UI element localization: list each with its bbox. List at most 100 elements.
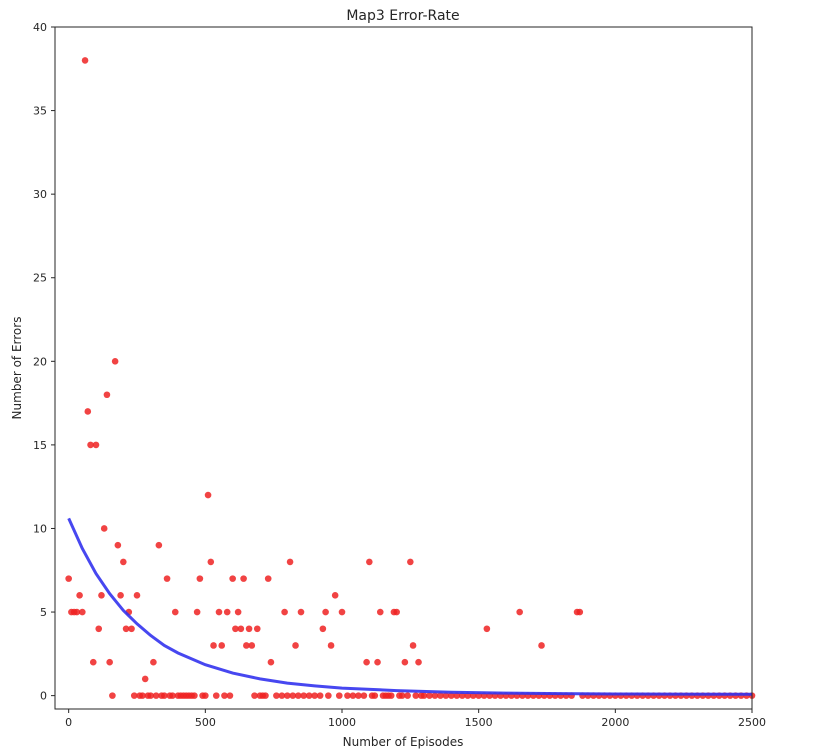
data-point: [376, 608, 384, 616]
data-point: [79, 608, 86, 616]
y-tick-label: 0: [40, 690, 47, 703]
data-point: [139, 692, 146, 699]
data-point: [152, 692, 160, 699]
fit-curve-layer: [67, 517, 753, 696]
data-point: [100, 525, 108, 532]
data-point: [133, 592, 141, 599]
data-point: [294, 692, 302, 699]
data-point: [412, 692, 420, 699]
data-point: [415, 658, 422, 666]
data-point: [344, 692, 351, 699]
data-point: [319, 625, 327, 633]
data-point: [218, 642, 226, 649]
data-point: [355, 692, 362, 699]
data-point: [245, 625, 253, 633]
data-point: [221, 692, 228, 699]
data-point: [117, 592, 124, 599]
y-tick-label: 5: [40, 606, 47, 619]
data-point: [363, 658, 370, 666]
data-point: [409, 642, 417, 649]
data-point: [122, 625, 130, 633]
data-point: [163, 575, 171, 582]
data-point: [95, 625, 103, 633]
x-ticks: 0 500 1000 1500 2000 2500: [65, 709, 766, 729]
data-point: [106, 658, 113, 666]
data-point: [426, 692, 433, 699]
x-tick-label: 1500: [465, 716, 493, 729]
data-point: [223, 608, 231, 616]
x-axis-label: Number of Episodes: [343, 735, 464, 749]
x-tick-label: 2500: [738, 716, 766, 729]
data-point: [335, 692, 343, 699]
data-point: [202, 692, 209, 699]
data-point: [128, 625, 135, 633]
scatter-points: [65, 57, 756, 699]
data-point: [398, 692, 406, 699]
data-point: [191, 692, 198, 699]
data-point: [483, 625, 491, 633]
data-point: [374, 658, 381, 666]
data-point: [289, 692, 297, 699]
data-point: [366, 558, 373, 566]
data-point: [331, 592, 339, 599]
data-point: [431, 692, 439, 699]
x-tick-label: 2000: [601, 716, 629, 729]
data-point: [327, 642, 335, 649]
data-point: [297, 608, 305, 616]
data-point: [240, 575, 247, 582]
data-point: [109, 692, 116, 699]
x-tick-label: 0: [65, 716, 72, 729]
data-point: [281, 608, 288, 616]
data-point: [538, 642, 545, 649]
data-point: [251, 692, 258, 699]
fit-curve: [67, 517, 753, 696]
data-point: [207, 558, 215, 566]
y-tick-label: 15: [33, 439, 47, 452]
y-tick-label: 25: [33, 272, 47, 285]
data-point: [420, 692, 428, 699]
data-point: [349, 692, 357, 699]
data-point: [264, 575, 272, 582]
data-point: [204, 491, 212, 499]
data-point: [442, 692, 450, 699]
y-tick-label: 35: [33, 105, 47, 118]
data-point: [516, 608, 523, 616]
y-tick-label: 40: [33, 21, 47, 34]
data-point: [212, 692, 220, 699]
chart-title: Map3 Error-Rate: [346, 8, 459, 24]
data-point: [305, 692, 313, 699]
data-point: [193, 608, 201, 616]
plot-frame: [54, 26, 753, 710]
data-point: [448, 692, 455, 699]
data-point: [248, 642, 256, 649]
data-point: [210, 642, 217, 649]
data-point: [338, 608, 346, 616]
data-point: [150, 658, 157, 666]
data-point: [76, 592, 83, 599]
data-point: [234, 608, 242, 616]
data-point: [196, 575, 204, 582]
data-point: [311, 692, 318, 699]
data-point: [278, 692, 286, 699]
data-point: [161, 692, 168, 699]
data-point: [229, 575, 236, 582]
data-point: [130, 692, 138, 699]
data-point: [169, 692, 176, 699]
data-point: [111, 358, 119, 365]
data-point: [453, 692, 461, 699]
data-point: [84, 408, 92, 415]
data-point: [407, 558, 414, 566]
data-point: [322, 608, 329, 616]
data-point: [387, 692, 395, 699]
data-point: [393, 608, 400, 616]
data-point: [237, 625, 245, 633]
data-point: [147, 692, 154, 699]
y-ticks: 0 5 10 15 20 25 30 35 40: [33, 21, 55, 703]
data-point: [215, 608, 223, 616]
data-point: [155, 541, 163, 549]
data-point: [273, 692, 280, 699]
data-point: [120, 558, 127, 566]
data-point: [73, 608, 81, 616]
data-point: [98, 592, 105, 599]
